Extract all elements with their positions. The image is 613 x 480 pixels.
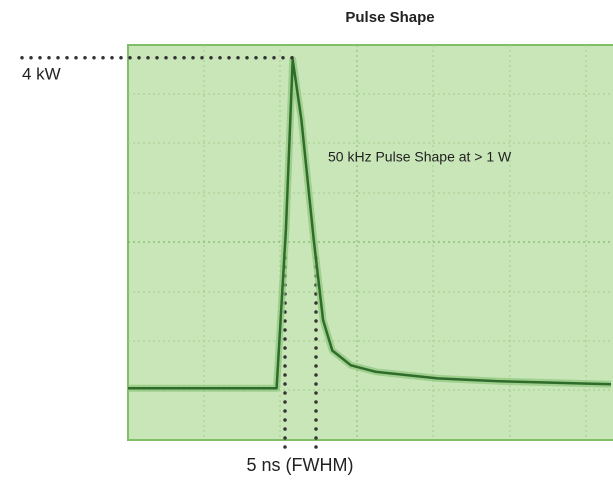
peak-label: 4 kW: [22, 64, 61, 83]
fwhm-label: 5 ns (FWHM): [247, 455, 354, 475]
chart-title: Pulse Shape: [345, 9, 434, 26]
trace-label: 50 kHz Pulse Shape at > 1 W: [328, 149, 512, 165]
chart: Pulse Shape 4 kW 50 kHz Pulse Shape at >…: [0, 0, 613, 480]
